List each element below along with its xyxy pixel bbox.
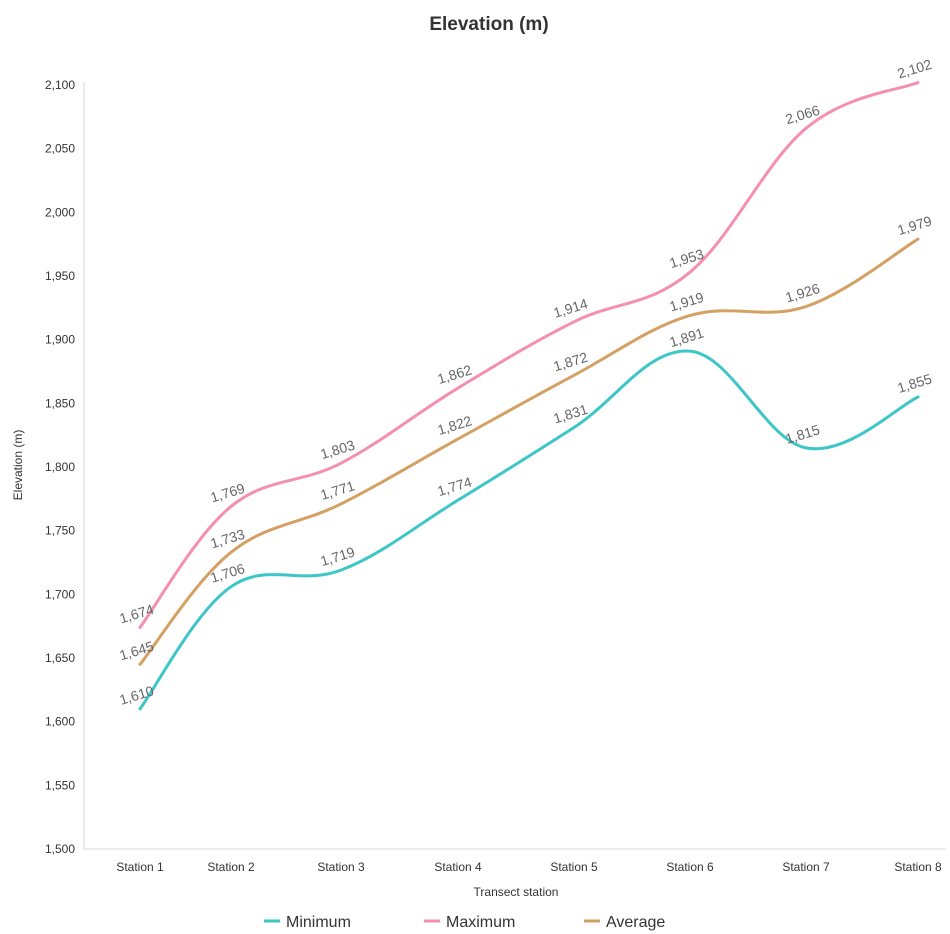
y-tick-label: 2,050	[45, 142, 75, 156]
y-tick-label: 2,100	[45, 78, 75, 92]
data-label-minimum: 1,891	[667, 325, 705, 351]
legend-label: Average	[606, 914, 665, 931]
y-tick-label: 1,800	[45, 460, 75, 474]
series-line-maximum	[138, 80, 920, 629]
y-tick-label: 1,600	[45, 715, 75, 729]
data-label-minimum: 1,815	[783, 421, 821, 447]
y-tick-label: 1,500	[45, 842, 75, 856]
data-label-maximum: 2,102	[895, 56, 933, 82]
x-tick-label: Station 2	[207, 860, 255, 874]
x-tick-label: Station 5	[550, 860, 598, 874]
y-tick-label: 1,850	[45, 396, 75, 410]
y-tick-label: 1,650	[45, 651, 75, 665]
data-label-maximum: 1,674	[117, 601, 155, 627]
data-label-average: 1,979	[895, 212, 933, 238]
data-label-maximum: 1,769	[208, 480, 246, 506]
x-tick-label: Station 8	[894, 860, 942, 874]
series-lines	[138, 80, 920, 711]
series-line-minimum	[138, 349, 920, 711]
x-tick-label: Station 6	[666, 860, 714, 874]
data-label-average: 1,919	[667, 289, 705, 315]
series-line-average	[138, 237, 920, 666]
legend: Minimum Maximum Average	[264, 914, 665, 931]
y-ticks: 1,500 1,550 1,600 1,650 1,700 1,750 1,800 1,850…	[45, 78, 75, 856]
x-tick-label: Station 3	[317, 860, 365, 874]
y-axis-label: Elevation (m)	[11, 430, 25, 501]
y-tick-label: 1,900	[45, 333, 75, 347]
x-axis-label: Transect station	[474, 885, 559, 899]
y-tick-label: 2,000	[45, 205, 75, 219]
data-label-maximum: 1,953	[667, 246, 705, 272]
data-label-minimum: 1,855	[895, 370, 933, 396]
y-tick-label: 1,550	[45, 778, 75, 792]
data-label-maximum: 2,066	[783, 102, 821, 128]
y-tick-label: 1,950	[45, 269, 75, 283]
y-tick-label: 1,700	[45, 587, 75, 601]
chart-title: Elevation (m)	[429, 14, 548, 35]
data-labels: 1,6101,7061,7191,7741,8311,8911,8151,855…	[117, 56, 933, 708]
y-tick-label: 1,750	[45, 524, 75, 538]
data-label-average: 1,733	[208, 526, 246, 552]
x-tick-label: Station 4	[434, 860, 482, 874]
data-label-average: 1,645	[117, 638, 155, 664]
x-tick-label: Station 7	[782, 860, 830, 874]
data-label-minimum: 1,831	[551, 401, 589, 427]
legend-label: Maximum	[446, 914, 515, 931]
x-ticks: Station 1 Station 2 Station 3 Station 4 Stat…	[116, 860, 942, 874]
x-tick-label: Station 1	[116, 860, 164, 874]
data-label-minimum: 1,610	[117, 682, 155, 708]
legend-label: Minimum	[286, 914, 351, 931]
